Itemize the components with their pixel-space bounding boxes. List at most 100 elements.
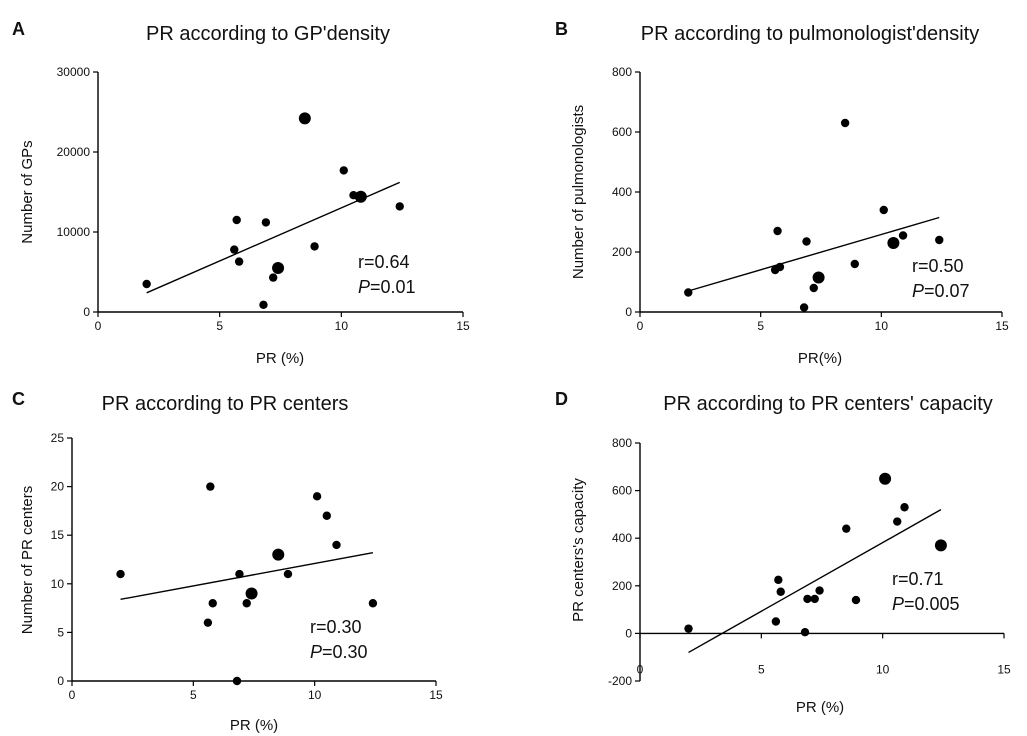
x-tick-label: 0 — [637, 662, 644, 676]
x-tick-label: 15 — [995, 319, 1009, 333]
data-point — [684, 288, 693, 297]
data-point — [269, 273, 278, 282]
panel-letter: D — [555, 389, 568, 409]
data-point — [283, 569, 293, 579]
data-point — [934, 539, 947, 552]
x-tick-label: 5 — [758, 662, 765, 676]
data-point — [395, 202, 404, 211]
y-tick-label: 10 — [51, 577, 65, 591]
panels: A PR according to GP'density0100002000030… — [12, 19, 1011, 734]
panel-title: PR according to PR centers — [102, 393, 349, 415]
r-value-label: r=0.50 — [912, 256, 964, 276]
r-value-label: r=0.30 — [310, 617, 362, 637]
data-point — [232, 676, 242, 686]
x-axis-label: PR (%) — [230, 717, 278, 734]
y-tick-label: 0 — [625, 626, 632, 640]
x-tick-label: 15 — [456, 319, 470, 333]
p-symbol: P — [310, 642, 322, 662]
y-tick-label: 600 — [612, 484, 632, 498]
data-point — [272, 548, 285, 561]
x-axis-label: PR (%) — [256, 350, 304, 367]
data-point — [879, 472, 892, 485]
data-point — [810, 594, 819, 604]
x-tick-label: 10 — [875, 319, 889, 333]
y-tick-label: 400 — [612, 531, 632, 545]
p-value-label: P=0.005 — [892, 594, 960, 614]
y-tick-label: 800 — [612, 436, 632, 450]
data-point — [354, 190, 367, 203]
panel-b: B PR according to pulmonologist'density 0 2… — [555, 19, 1009, 367]
data-point — [802, 237, 811, 246]
panel-title: PR according to pulmonologist'density — [641, 23, 979, 45]
data-point — [799, 303, 809, 312]
y-axis-label: Number of PR centers — [19, 486, 36, 634]
y-axis-label: Number of pulmonologists — [570, 105, 587, 279]
x-tick-label: 15 — [997, 662, 1011, 676]
y-tick-label: -200 — [608, 674, 632, 688]
data-point — [332, 540, 341, 550]
y-axis-label: PR centers's capacity — [570, 478, 587, 622]
panel-letter: A — [12, 19, 25, 39]
y-tick-label: 20 — [51, 480, 65, 494]
p-symbol: P — [358, 277, 370, 297]
x-tick-label: 5 — [757, 319, 764, 333]
data-point — [242, 599, 251, 608]
data-point — [803, 594, 812, 604]
panel-d: D PR according to PR centers' capacity -20… — [555, 389, 1011, 716]
p-symbol: P — [912, 281, 924, 301]
y-tick-label: 30000 — [57, 65, 91, 79]
panel-c: C PR according to PR centers 0 5 10 15 20 25 0 5 1… — [12, 389, 443, 734]
x-tick-label: 5 — [190, 688, 197, 702]
data-point — [235, 569, 244, 579]
y-tick-label: 15 — [51, 528, 65, 542]
x-tick-label: 15 — [429, 688, 443, 702]
data-point — [815, 586, 824, 595]
regression-line — [120, 552, 374, 601]
data-point — [850, 259, 859, 269]
y-tick-label: 200 — [612, 579, 632, 593]
data-point — [208, 599, 217, 608]
y-tick-label: 10000 — [57, 225, 91, 239]
data-point — [312, 492, 322, 501]
x-axis-label: PR (%) — [796, 699, 844, 716]
p-value: =0.07 — [924, 281, 970, 301]
data-point — [812, 271, 825, 284]
data-point — [684, 624, 693, 633]
data-point — [206, 482, 215, 491]
regression-line — [688, 509, 942, 654]
data-point — [322, 511, 331, 520]
data-point — [776, 587, 785, 596]
data-point — [842, 524, 851, 533]
data-point — [898, 231, 908, 240]
data-point — [900, 503, 909, 512]
p-value: =0.30 — [322, 642, 368, 662]
y-tick-label: 0 — [57, 674, 64, 688]
data-point — [879, 205, 888, 215]
x-tick-label: 10 — [308, 688, 322, 702]
r-value-label: r=0.71 — [892, 569, 944, 589]
data-point — [298, 112, 311, 125]
data-point — [887, 237, 900, 249]
data-point — [245, 587, 258, 600]
p-value: =0.01 — [370, 277, 416, 297]
panel-a: A PR according to GP'density 0 10000 20000 30… — [12, 19, 470, 367]
p-value: =0.005 — [904, 594, 960, 614]
data-point — [774, 575, 783, 585]
data-point — [775, 262, 785, 272]
y-tick-label: 25 — [51, 431, 65, 445]
data-point — [771, 617, 781, 626]
data-point — [272, 262, 285, 274]
data-point — [893, 517, 902, 526]
x-tick-label: 0 — [69, 688, 76, 702]
data-point — [259, 300, 268, 309]
p-value-label: P=0.01 — [358, 277, 416, 297]
p-value-label: P=0.30 — [310, 642, 368, 662]
x-tick-label: 10 — [876, 662, 890, 676]
data-point — [809, 283, 818, 293]
data-point — [840, 118, 850, 128]
data-point — [339, 166, 348, 175]
y-tick-label: 5 — [57, 625, 64, 639]
p-value-label: P=0.07 — [912, 281, 970, 301]
